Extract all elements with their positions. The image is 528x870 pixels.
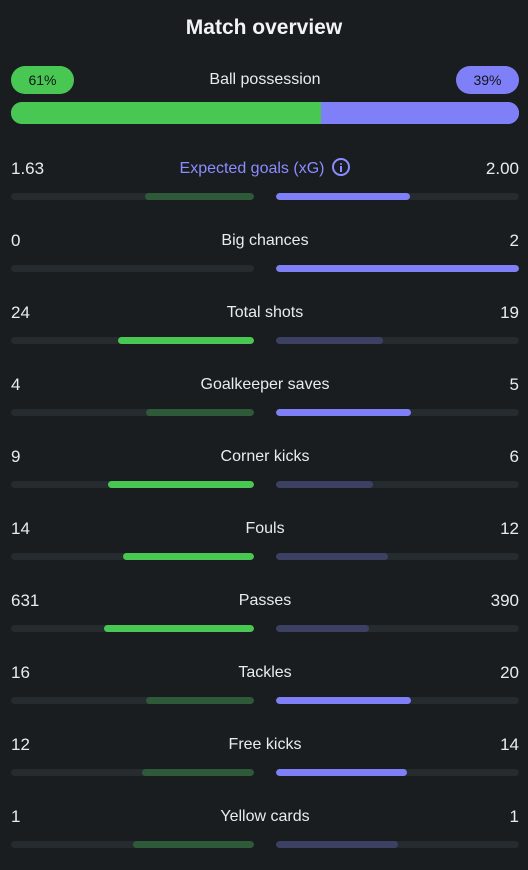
away-stat-fill xyxy=(276,769,407,776)
home-stat-fill xyxy=(146,409,254,416)
possession-header: Ball possession 61% 39% xyxy=(11,66,519,94)
stat-label: Yellow cards xyxy=(11,806,519,828)
away-stat-fill xyxy=(276,265,519,272)
stat-label-text: Tackles xyxy=(238,664,292,681)
home-possession-badge: 61% xyxy=(11,66,74,94)
home-stat-track xyxy=(11,769,254,776)
away-value: 19 xyxy=(500,303,519,322)
stat-label-text: Big chances xyxy=(221,232,309,249)
away-stat-fill xyxy=(276,481,374,488)
home-value: 4 xyxy=(11,375,21,394)
stat-label: Corner kicks xyxy=(11,446,519,468)
away-stat-fill xyxy=(276,409,411,416)
home-stat-track xyxy=(11,265,254,272)
away-possession-badge: 39% xyxy=(456,66,519,94)
home-stat-track xyxy=(11,553,254,560)
stat-label-text: Yellow cards xyxy=(220,808,310,825)
away-value: 12 xyxy=(500,519,519,538)
home-stat-fill xyxy=(141,769,254,776)
stat-label-text: Goalkeeper saves xyxy=(200,376,330,393)
away-stat-track xyxy=(276,481,519,488)
away-stat-fill xyxy=(276,841,398,848)
away-value: 20 xyxy=(500,663,519,682)
away-stat-track xyxy=(276,553,519,560)
stat-label-text: Free kicks xyxy=(228,736,302,753)
stat-label: Total shots xyxy=(11,302,519,324)
home-stat-fill xyxy=(146,697,254,704)
away-value: 390 xyxy=(490,591,519,610)
away-stat-track xyxy=(276,769,519,776)
stat-label-text: Fouls xyxy=(245,520,285,537)
stat-row-free-kicks: 12 Free kicks 14 xyxy=(11,734,519,778)
away-stat-track xyxy=(276,697,519,704)
info-icon[interactable] xyxy=(332,158,351,176)
possession-bar xyxy=(11,102,519,124)
home-value: 24 xyxy=(11,303,30,322)
away-value: 14 xyxy=(500,735,519,754)
home-stat-track xyxy=(11,481,254,488)
away-stat-fill xyxy=(276,697,411,704)
possession-label: Ball possession xyxy=(209,71,321,88)
home-value: 1 xyxy=(11,807,21,826)
home-stat-fill xyxy=(103,625,254,632)
away-value: 2 xyxy=(509,231,519,250)
home-value: 0 xyxy=(11,231,21,250)
stat-label-text: Corner kicks xyxy=(220,448,310,465)
home-stat-fill xyxy=(144,193,254,200)
away-value: 5 xyxy=(509,375,519,394)
away-stat-track xyxy=(276,625,519,632)
away-stat-fill xyxy=(276,337,384,344)
away-stat-track xyxy=(276,265,519,272)
home-stat-fill xyxy=(118,337,254,344)
home-possession-fill xyxy=(11,102,321,124)
home-stat-track xyxy=(11,409,254,416)
home-stat-track xyxy=(11,697,254,704)
home-stat-track xyxy=(11,193,254,200)
home-stat-fill xyxy=(108,481,254,488)
stat-row-passes: 631 Passes 390 xyxy=(11,590,519,634)
stat-label-text: Expected goals (xG) xyxy=(179,160,325,177)
stat-label: Goalkeeper saves xyxy=(11,374,519,396)
home-stat-fill xyxy=(132,841,254,848)
stat-row-yellow-cards: 1 Yellow cards 1 xyxy=(11,806,519,850)
stat-row-expected-goals: 1.63 Expected goals (xG) 2.00 xyxy=(11,158,519,202)
away-stat-track xyxy=(276,193,519,200)
home-stat-track xyxy=(11,337,254,344)
away-possession-fill xyxy=(320,102,519,124)
stat-label-text: Total shots xyxy=(226,304,304,321)
stat-row-goalkeeper-saves: 4 Goalkeeper saves 5 xyxy=(11,374,519,418)
away-value: 1 xyxy=(509,807,519,826)
stat-label: Fouls xyxy=(11,518,519,540)
stat-row-fouls: 14 Fouls 12 xyxy=(11,518,519,562)
home-value: 14 xyxy=(11,519,30,538)
page-title: Match overview xyxy=(185,16,343,39)
stat-label: Passes xyxy=(11,590,519,612)
home-stat-track xyxy=(11,625,254,632)
home-value: 16 xyxy=(11,663,30,682)
stat-label: Tackles xyxy=(11,662,519,684)
stat-row-tackles: 16 Tackles 20 xyxy=(11,662,519,706)
stat-label[interactable]: Expected goals (xG) xyxy=(11,158,519,180)
away-value: 2.00 xyxy=(485,159,519,178)
home-stat-fill xyxy=(123,553,254,560)
away-stat-track xyxy=(276,337,519,344)
stat-label: Free kicks xyxy=(11,734,519,756)
stat-row-big-chances: 0 Big chances 2 xyxy=(11,230,519,274)
away-value: 6 xyxy=(509,447,519,466)
away-stat-track xyxy=(276,841,519,848)
stat-row-total-shots: 24 Total shots 19 xyxy=(11,302,519,346)
away-stat-fill xyxy=(276,193,410,200)
home-value: 1.63 xyxy=(11,159,45,178)
home-value: 9 xyxy=(11,447,21,466)
home-value: 631 xyxy=(11,591,40,610)
stat-row-corner-kicks: 9 Corner kicks 6 xyxy=(11,446,519,490)
stat-label: Big chances xyxy=(11,230,519,252)
away-stat-fill xyxy=(276,553,389,560)
home-value: 12 xyxy=(11,735,30,754)
home-stat-track xyxy=(11,841,254,848)
away-stat-track xyxy=(276,409,519,416)
away-stat-fill xyxy=(276,625,369,632)
stat-label-text: Passes xyxy=(238,592,292,609)
